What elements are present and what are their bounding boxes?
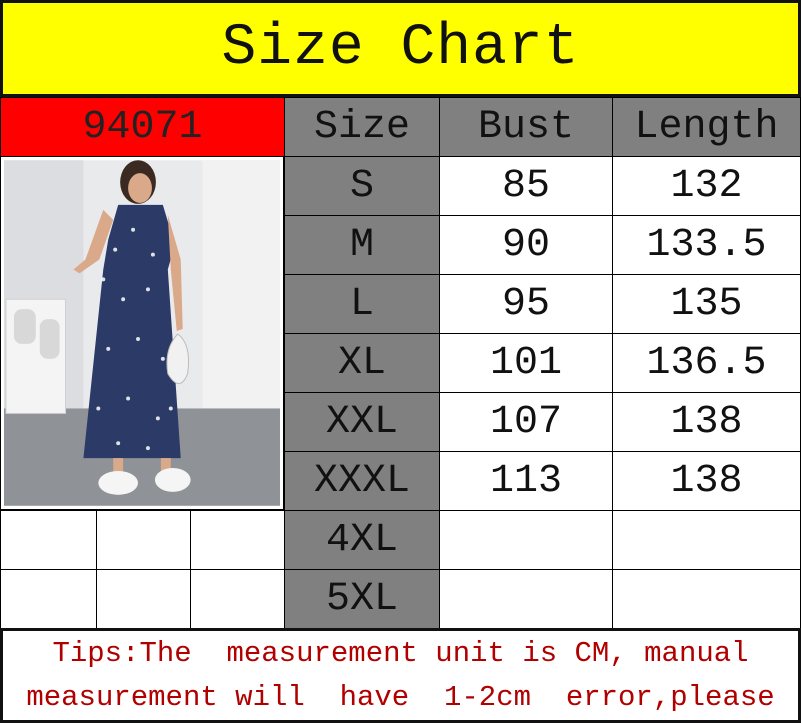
- product-code: 94071: [0, 97, 285, 157]
- empty-cell: [96, 569, 191, 629]
- dress-model-image: [4, 160, 280, 506]
- cell-length: 138: [612, 392, 801, 452]
- cell-size: 5XL: [284, 569, 440, 629]
- header-bust: Bust: [439, 97, 613, 157]
- product-photo: [0, 156, 284, 510]
- header-size: Size: [284, 97, 440, 157]
- cell-size: M: [284, 215, 440, 275]
- cell-length: [612, 569, 801, 629]
- tips-line-1: Tips:The measurement unit is CM, manual: [52, 636, 749, 670]
- cell-size: 4XL: [284, 510, 440, 570]
- cell-bust: 85: [439, 156, 613, 216]
- chart-title: Size Chart: [0, 0, 801, 97]
- cell-length: 135: [612, 274, 801, 334]
- cell-size: XXL: [284, 392, 440, 452]
- header-length: Length: [612, 97, 801, 157]
- cell-bust: 90: [439, 215, 613, 275]
- empty-cell: [190, 510, 285, 570]
- cell-length: 138: [612, 451, 801, 511]
- cell-size: XL: [284, 333, 440, 393]
- cell-bust: [439, 569, 613, 629]
- empty-cell: [0, 510, 97, 570]
- cell-size: XXXL: [284, 451, 440, 511]
- empty-cell: [0, 569, 97, 629]
- cell-length: 136.5: [612, 333, 801, 393]
- cell-length: 133.5: [612, 215, 801, 275]
- tips-line-2: measurement will have 1-2cm error,please: [26, 680, 775, 714]
- tips-note: Tips:The measurement unit is CM, manual …: [0, 628, 801, 723]
- cell-bust: [439, 510, 613, 570]
- cell-size: S: [284, 156, 440, 216]
- empty-cell: [96, 510, 191, 570]
- cell-length: 132: [612, 156, 801, 216]
- cell-length: [612, 510, 801, 570]
- cell-size: L: [284, 274, 440, 334]
- empty-cell: [190, 569, 285, 629]
- cell-bust: 101: [439, 333, 613, 393]
- cell-bust: 95: [439, 274, 613, 334]
- cell-bust: 113: [439, 451, 613, 511]
- cell-bust: 107: [439, 392, 613, 452]
